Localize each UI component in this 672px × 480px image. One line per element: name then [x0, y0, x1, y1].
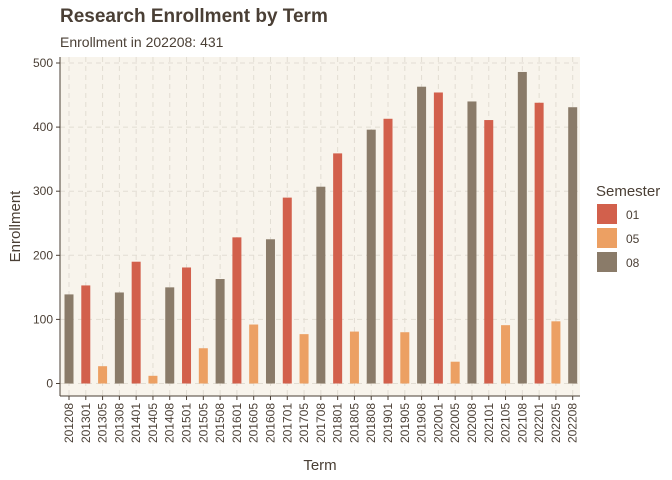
x-tick-label: 201605: [247, 403, 261, 443]
legend-title: Semester: [596, 183, 660, 200]
y-tick-label: 200: [33, 248, 53, 262]
bar-201905: [400, 332, 410, 384]
x-tick-label: 201405: [146, 403, 160, 443]
bar-201705: [299, 334, 309, 384]
bar-201808: [366, 129, 376, 384]
x-tick-label: 202005: [448, 403, 462, 443]
bar-201701: [282, 197, 292, 384]
y-tick-label: 100: [33, 312, 53, 326]
bar-201305: [98, 366, 108, 384]
x-tick-label: 201901: [381, 403, 395, 443]
bar-201801: [333, 153, 343, 384]
bar-201708: [316, 186, 326, 384]
x-tick-label: 202101: [482, 403, 496, 443]
x-tick-label: 201208: [62, 403, 76, 443]
bar-202108: [517, 71, 527, 384]
legend-label-05: 05: [626, 232, 640, 246]
x-tick-label: 201705: [297, 403, 311, 443]
x-tick-label: 202208: [566, 403, 580, 443]
legend-label-01: 01: [626, 208, 640, 222]
bar-202105: [501, 325, 511, 384]
bar-201401: [131, 261, 141, 384]
y-axis-title: Enrollment: [7, 190, 24, 263]
bar-201605: [249, 324, 259, 384]
bar-202201: [534, 102, 544, 384]
x-tick-label: 201408: [163, 403, 177, 443]
x-tick-label: 201505: [196, 403, 210, 443]
bar-202005: [450, 361, 460, 384]
bar-202008: [467, 101, 477, 384]
legend-label-08: 08: [626, 256, 640, 270]
chart-subtitle: Enrollment in 202208: 431: [60, 34, 224, 50]
x-tick-label: 201708: [314, 403, 328, 443]
legend-swatch-08: [597, 252, 617, 272]
bar-201608: [265, 239, 275, 384]
legend-swatch-01: [597, 204, 617, 224]
x-tick-label: 201501: [180, 403, 194, 443]
x-tick-label: 201905: [398, 403, 412, 443]
bar-201408: [165, 287, 175, 384]
bar-202001: [433, 92, 443, 384]
chart-title: Research Enrollment by Term: [60, 6, 328, 27]
bar-201308: [114, 292, 124, 384]
bars: [64, 71, 578, 384]
legend: Semester 01 05 08: [596, 183, 660, 272]
y-tick-label: 400: [33, 120, 53, 134]
x-tick-label: 201301: [79, 403, 93, 443]
x-tick-label: 201801: [331, 403, 345, 443]
bar-202101: [484, 120, 494, 384]
bar-201508: [215, 279, 225, 384]
bar-201208: [64, 294, 74, 384]
y-tick-label: 500: [33, 56, 53, 70]
x-tick-label: 201808: [364, 403, 378, 443]
bar-201405: [148, 375, 158, 384]
y-tick-label: 300: [33, 184, 53, 198]
x-tick-label: 201701: [280, 403, 294, 443]
bar-202205: [551, 321, 561, 384]
x-tick-label: 202108: [515, 403, 529, 443]
x-tick-label: 202008: [465, 403, 479, 443]
x-tick-label: 201805: [347, 403, 361, 443]
y-tick-label: 0: [46, 377, 53, 391]
x-tick-label: 201608: [263, 403, 277, 443]
bar-201301: [81, 285, 91, 384]
bar-201908: [417, 86, 427, 384]
x-axis-title: Term: [303, 457, 336, 474]
x-tick-label: 202201: [532, 403, 546, 443]
x-tick-label: 202001: [431, 403, 445, 443]
x-tick-label: 201401: [129, 403, 143, 443]
x-tick-label: 201508: [213, 403, 227, 443]
legend-swatch-05: [597, 228, 617, 248]
x-tick-label: 202205: [549, 403, 563, 443]
x-tick-label: 202105: [499, 403, 513, 443]
axes: 0 100 200 300 400 500 201208 201301 201305 201308…: [33, 56, 580, 443]
bar-201505: [198, 348, 208, 384]
x-tick-label: 201305: [96, 403, 110, 443]
x-tick-label: 201601: [230, 403, 244, 443]
bar-201501: [182, 267, 192, 384]
bar-201805: [349, 331, 359, 384]
x-tick-label: 201308: [112, 403, 126, 443]
bar-201901: [383, 118, 393, 384]
bar-201601: [232, 237, 242, 384]
bar-202208: [568, 107, 578, 384]
x-tick-label: 201908: [415, 403, 429, 443]
